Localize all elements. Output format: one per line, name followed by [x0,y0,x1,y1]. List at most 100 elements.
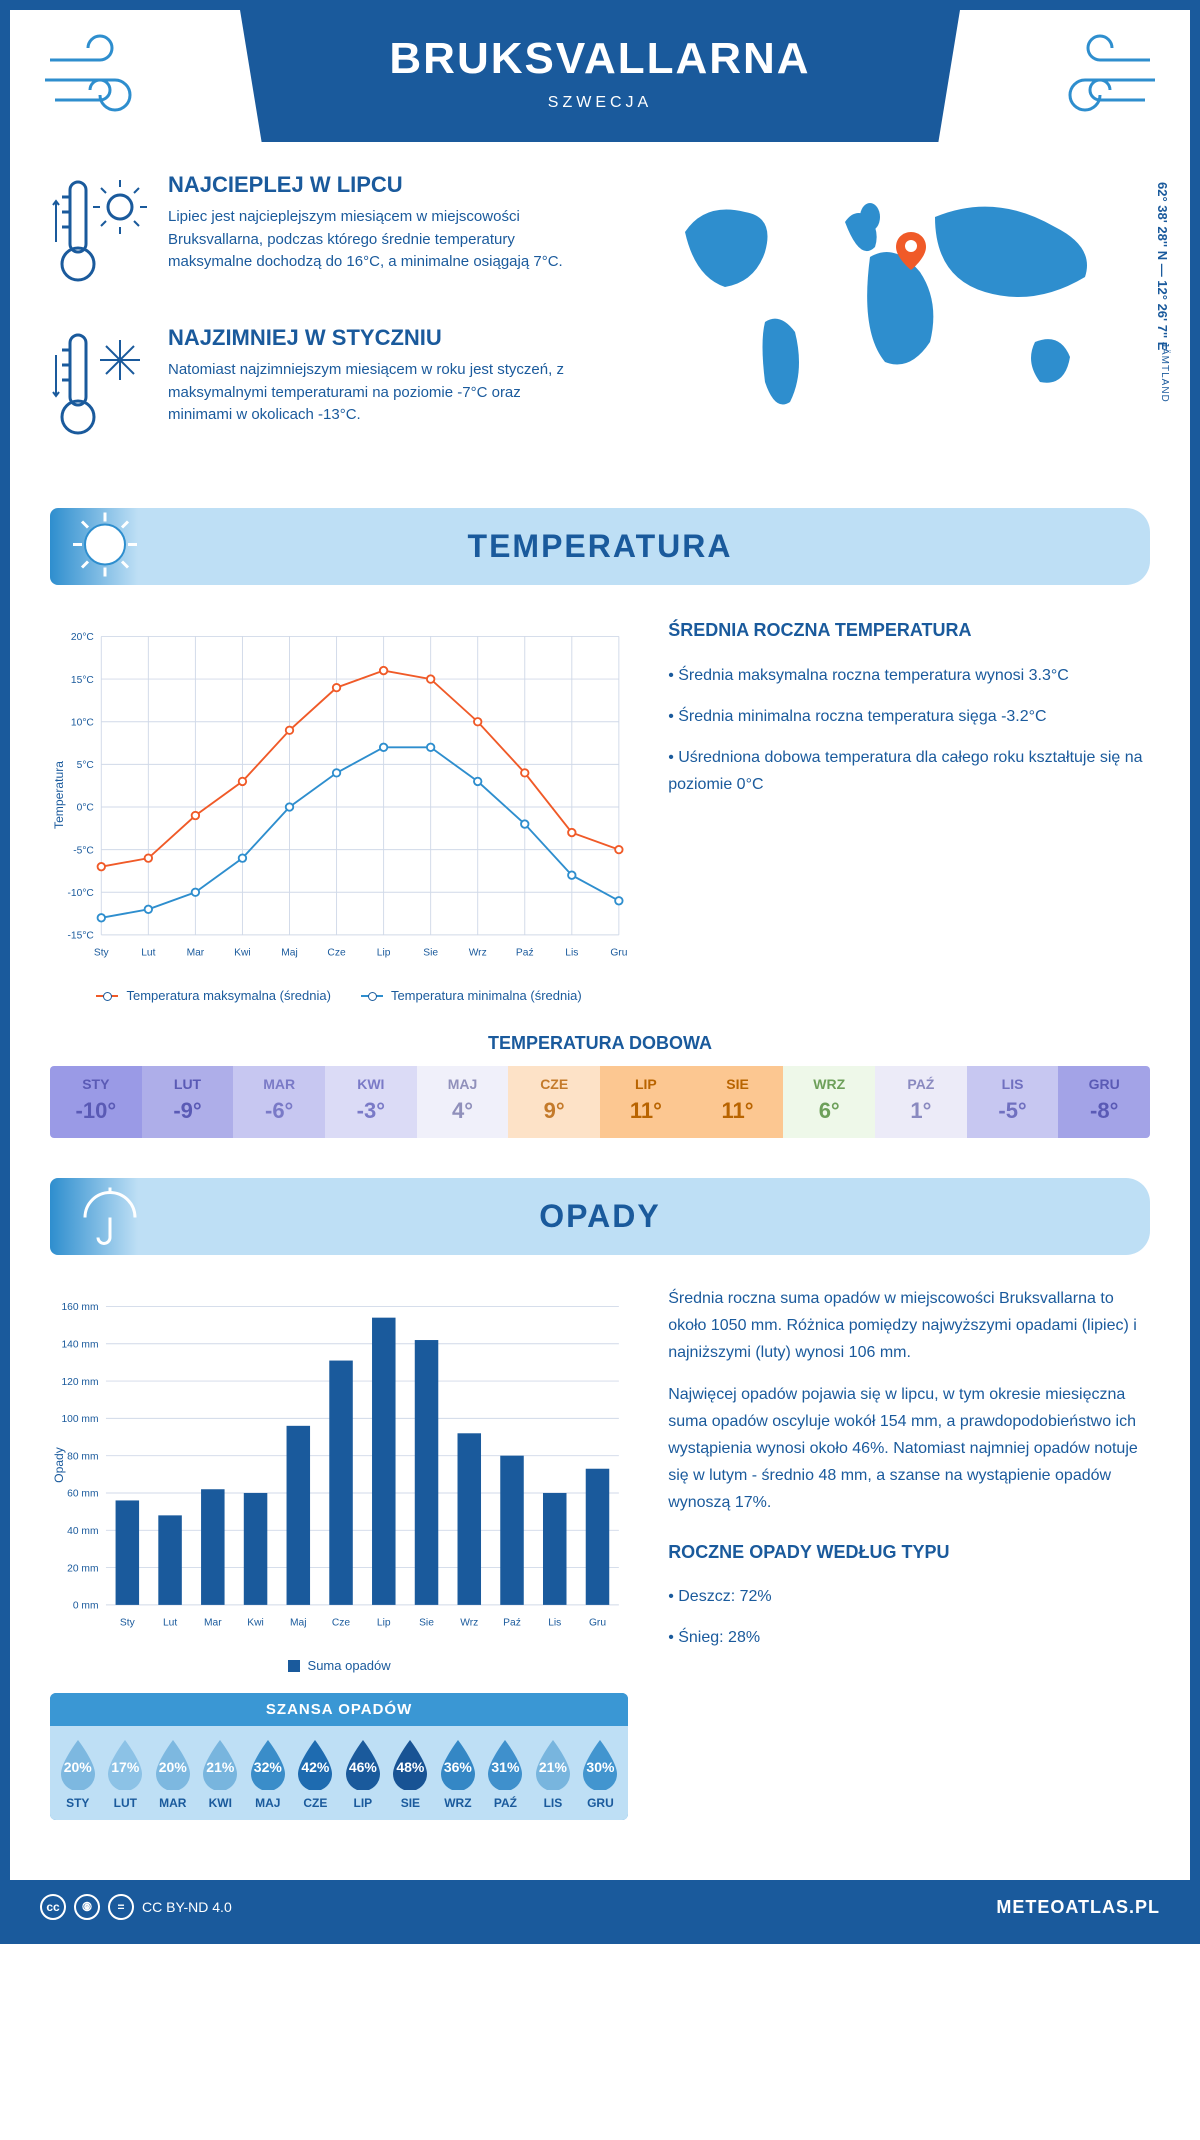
top-info-grid: NAJCIEPLEJ W LIPCU Lipiec jest najcieple… [50,172,1150,478]
rain-chance-cell: 20% STY [56,1738,100,1810]
site-name: METEOATLAS.PL [996,1897,1160,1918]
svg-text:Sie: Sie [423,947,438,958]
svg-text:-10°C: -10°C [68,888,95,899]
umbrella-icon [70,1179,140,1254]
svg-text:20°C: 20°C [71,632,95,643]
sun-icon [70,509,140,584]
thermometer-sun-icon [50,172,150,297]
daily-temp-cell: MAJ4° [417,1066,509,1138]
raindrop-icon: 36% [436,1738,480,1790]
svg-text:100 mm: 100 mm [61,1414,98,1425]
precip-info: Średnia roczna suma opadów w miejscowośc… [668,1285,1150,1820]
svg-text:60 mm: 60 mm [67,1489,98,1500]
rain-chance-title: SZANSA OPADÓW [50,1693,628,1726]
temp-info-b1: • Średnia maksymalna roczna temperatura … [668,662,1150,689]
precip-snow: • Śnieg: 28% [668,1624,1150,1651]
city-name: BRUKSVALLARNA [240,34,960,84]
svg-text:Gru: Gru [610,947,627,958]
precip-type-title: ROCZNE OPADY WEDŁUG TYPU [668,1537,1150,1568]
svg-text:Mar: Mar [204,1617,222,1628]
temp-legend: Temperatura maksymalna (średnia) Tempera… [50,988,628,1003]
wind-icon [1020,30,1160,135]
svg-text:40 mm: 40 mm [67,1526,98,1537]
svg-text:Lis: Lis [565,947,578,958]
svg-text:10°C: 10°C [71,717,95,728]
raindrop-icon: 32% [246,1738,290,1790]
rain-chance-cell: 42% CZE [294,1738,338,1810]
svg-text:Lip: Lip [377,947,391,958]
svg-text:-15°C: -15°C [68,931,95,942]
precip-legend: Suma opadów [50,1658,628,1673]
svg-text:Paź: Paź [503,1617,521,1628]
precip-bar-chart: 0 mm20 mm40 mm60 mm80 mm100 mm120 mm140 … [50,1285,628,1820]
rain-chance-cell: 36% WRZ [436,1738,480,1810]
cc-icon: cc [40,1894,66,1920]
svg-text:Mar: Mar [187,947,205,958]
svg-text:Lut: Lut [141,947,155,958]
coldest-text: Natomiast najzimniejszym miesiącem w rok… [168,359,580,427]
temp-info-title: ŚREDNIA ROCZNA TEMPERATURA [668,615,1150,646]
precip-p2: Najwięcej opadów pojawia się w lipcu, w … [668,1381,1150,1517]
coordinates: 62° 38' 28'' N — 12° 26' 7'' E [1155,182,1170,350]
daily-temp-cell: LUT-9° [142,1066,234,1138]
raindrop-icon: 21% [531,1738,575,1790]
world-map: 62° 38' 28'' N — 12° 26' 7'' E JÄMTLAND [620,172,1150,478]
daily-temp-cell: PAŹ1° [875,1066,967,1138]
raindrop-icon: 46% [341,1738,385,1790]
svg-text:Cze: Cze [332,1617,351,1628]
svg-text:20 mm: 20 mm [67,1563,98,1574]
raindrop-icon: 31% [484,1738,528,1790]
precip-p1: Średnia roczna suma opadów w miejscowośc… [668,1285,1150,1367]
section-temperature-title: TEMPERATURA [50,528,1150,565]
svg-text:Maj: Maj [281,947,298,958]
daily-temp-cell: KWI-3° [325,1066,417,1138]
svg-text:Temperatura: Temperatura [52,761,66,829]
daily-temp-cell: STY-10° [50,1066,142,1138]
license-block: cc 🞋 = CC BY-ND 4.0 [40,1894,232,1920]
thermometer-snow-icon [50,325,150,450]
daily-temp-cell: SIE11° [692,1066,784,1138]
temperature-line-chart: -15°C-10°C-5°C0°C5°C10°C15°C20°CStyLutMa… [50,615,628,1003]
temp-info: ŚREDNIA ROCZNA TEMPERATURA • Średnia mak… [668,615,1150,1003]
svg-text:Lis: Lis [548,1617,561,1628]
daily-temp-title: TEMPERATURA DOBOWA [50,1033,1150,1054]
country-name: SZWECJA [240,94,960,112]
raindrop-icon: 48% [389,1738,433,1790]
svg-text:Wrz: Wrz [469,947,487,958]
header-banner: BRUKSVALLARNA SZWECJA [240,10,960,142]
footer: cc 🞋 = CC BY-ND 4.0 METEOATLAS.PL [10,1880,1190,1934]
daily-temp-cell: LIP11° [600,1066,692,1138]
raindrop-icon: 21% [199,1738,243,1790]
svg-text:120 mm: 120 mm [61,1377,98,1388]
svg-text:Sie: Sie [419,1617,434,1628]
svg-text:Maj: Maj [290,1617,307,1628]
svg-text:Sty: Sty [94,947,110,958]
coldest-title: NAJZIMNIEJ W STYCZNIU [168,325,580,351]
rain-chance-cell: 21% LIS [531,1738,575,1810]
rain-chance-cell: 30% GRU [579,1738,623,1810]
warmest-title: NAJCIEPLEJ W LIPCU [168,172,580,198]
svg-text:Lip: Lip [377,1617,391,1628]
rain-chance-cell: 21% KWI [199,1738,243,1810]
raindrop-icon: 20% [151,1738,195,1790]
svg-text:Opady: Opady [52,1446,66,1483]
infographic-frame: BRUKSVALLARNA SZWECJA [0,0,1200,1944]
svg-text:0 mm: 0 mm [73,1601,99,1612]
raindrop-icon: 30% [579,1738,623,1790]
license-text: CC BY-ND 4.0 [142,1899,232,1915]
svg-text:Cze: Cze [327,947,346,958]
daily-temp-cell: LIS-5° [967,1066,1059,1138]
coldest-fact: NAJZIMNIEJ W STYCZNIU Natomiast najzimni… [50,325,580,450]
rain-chance-cell: 46% LIP [341,1738,385,1810]
precip-rain: • Deszcz: 72% [668,1583,1150,1610]
daily-temp-table: STY-10°LUT-9°MAR-6°KWI-3°MAJ4°CZE9°LIP11… [50,1066,1150,1138]
svg-text:Paź: Paź [516,947,534,958]
section-precip-header: OPADY [50,1178,1150,1255]
nd-icon: = [108,1894,134,1920]
raindrop-icon: 20% [56,1738,100,1790]
svg-text:Kwi: Kwi [247,1617,264,1628]
svg-text:140 mm: 140 mm [61,1339,98,1350]
raindrop-icon: 17% [104,1738,148,1790]
rain-chance-cell: 20% MAR [151,1738,195,1810]
svg-text:Gru: Gru [589,1617,606,1628]
